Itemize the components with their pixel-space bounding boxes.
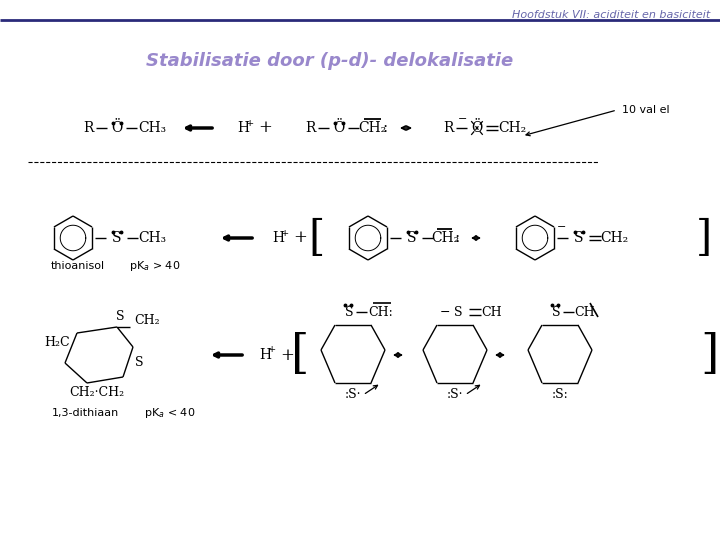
- Text: Hoofdstuk VII: aciditeit en basiciteit: Hoofdstuk VII: aciditeit en basiciteit: [512, 10, 710, 20]
- Text: H: H: [237, 121, 249, 135]
- Text: +: +: [280, 347, 294, 363]
- Text: +: +: [268, 346, 276, 354]
- Text: +: +: [293, 230, 307, 246]
- Text: Ö: Ö: [333, 121, 345, 135]
- Text: +: +: [246, 118, 254, 127]
- Text: CH₂: CH₂: [134, 314, 160, 327]
- Text: :S:: :S:: [552, 388, 568, 402]
- Text: R: R: [305, 121, 315, 135]
- Text: CH₂·CH₂: CH₂·CH₂: [69, 387, 125, 400]
- Text: pK$_a$ > 40: pK$_a$ > 40: [130, 259, 181, 273]
- Text: CH: CH: [482, 306, 503, 319]
- Text: CH₂: CH₂: [498, 121, 526, 135]
- Text: [: [: [291, 332, 309, 377]
- Text: S: S: [454, 306, 462, 319]
- Text: R: R: [83, 121, 93, 135]
- Text: S: S: [112, 231, 122, 245]
- Text: pK$_a$ < 40: pK$_a$ < 40: [144, 406, 196, 420]
- Text: H₂C: H₂C: [44, 336, 70, 349]
- Text: R: R: [443, 121, 453, 135]
- Text: +: +: [258, 119, 272, 137]
- Text: 10 val el: 10 val el: [622, 105, 670, 115]
- Text: :: :: [454, 231, 459, 245]
- Text: −: −: [440, 306, 450, 319]
- Text: −: −: [459, 114, 468, 124]
- Text: CH₂: CH₂: [600, 231, 628, 245]
- Text: CH: CH: [575, 306, 595, 319]
- Text: S̈: S̈: [345, 306, 354, 319]
- Text: [: [: [308, 217, 324, 259]
- Text: CH₃: CH₃: [138, 231, 166, 245]
- Text: ]: ]: [701, 332, 719, 377]
- Text: :S·: :S·: [446, 388, 463, 402]
- Text: +: +: [281, 228, 289, 238]
- Text: H: H: [259, 348, 271, 362]
- Text: CH:: CH:: [369, 306, 393, 319]
- Text: S̈: S̈: [552, 306, 560, 319]
- Text: Stabilisatie door (p-d)- delokalisatie: Stabilisatie door (p-d)- delokalisatie: [146, 52, 513, 70]
- Text: S: S: [575, 231, 584, 245]
- Text: S: S: [408, 231, 417, 245]
- Text: H: H: [272, 231, 284, 245]
- Text: :: :: [382, 121, 387, 135]
- Text: thioanisol: thioanisol: [51, 261, 105, 271]
- Text: CH₃: CH₃: [138, 121, 166, 135]
- Text: CH₂: CH₂: [358, 121, 386, 135]
- Text: :S·: :S·: [345, 388, 361, 402]
- Text: −: −: [557, 222, 567, 232]
- Text: S: S: [135, 356, 143, 369]
- Text: ]: ]: [696, 217, 712, 259]
- Text: Ö: Ö: [472, 121, 482, 135]
- Text: CH₂: CH₂: [431, 231, 459, 245]
- Text: S: S: [116, 310, 125, 323]
- Text: 1,3-dithiaan: 1,3-dithiaan: [51, 408, 119, 418]
- Text: Ö: Ö: [112, 121, 122, 135]
